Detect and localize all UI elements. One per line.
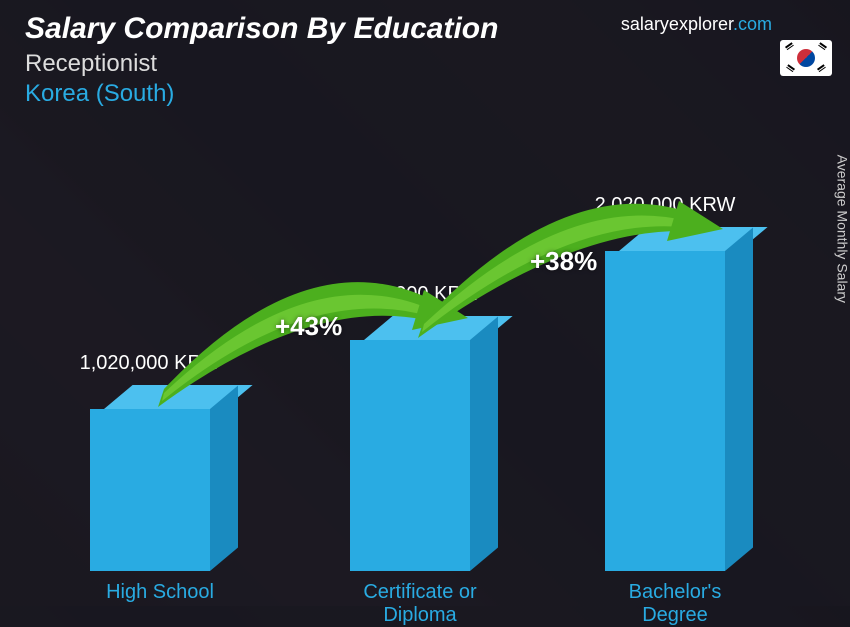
y-axis-label: Average Monthly Salary — [834, 155, 850, 303]
country-flag-icon — [780, 40, 832, 76]
bar-chart: 1,020,000 KRWHigh School1,460,000 KRWCer… — [60, 161, 790, 571]
bar-category-label: High School — [100, 581, 220, 604]
chart-title: Salary Comparison By Education — [25, 12, 498, 46]
site-logo: salaryexplorer.com — [621, 14, 772, 35]
logo-suffix: .com — [733, 14, 772, 34]
chart-country: Korea (South) — [25, 80, 498, 108]
bar-category-label: Certificate or Diploma — [360, 581, 480, 627]
chart-subtitle: Receptionist — [25, 50, 498, 78]
increase-arrow-icon — [60, 161, 790, 571]
percent-increase-label: +38% — [530, 246, 597, 277]
bar-category-label: Bachelor's Degree — [615, 581, 735, 627]
logo-text: salaryexplorer — [621, 14, 733, 34]
